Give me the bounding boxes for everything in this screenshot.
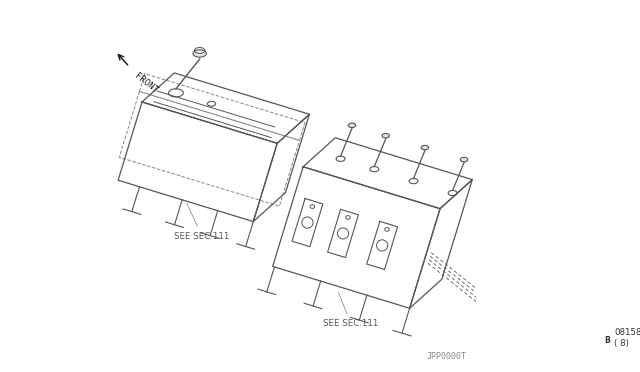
Text: 22433: 22433 — [0, 371, 1, 372]
Ellipse shape — [348, 123, 356, 128]
Ellipse shape — [460, 157, 468, 162]
Ellipse shape — [493, 312, 508, 321]
Text: SEE SEC.111: SEE SEC.111 — [323, 293, 379, 328]
Text: SEE SEC.111: SEE SEC.111 — [174, 203, 230, 241]
Text: B: B — [605, 336, 611, 345]
Text: 22401: 22401 — [0, 371, 1, 372]
Text: FRONT: FRONT — [133, 71, 160, 95]
Ellipse shape — [534, 328, 541, 333]
Ellipse shape — [382, 134, 390, 138]
Ellipse shape — [193, 50, 206, 57]
Text: JPP0000T: JPP0000T — [427, 352, 467, 361]
Text: 08158-62033
( 8): 08158-62033 ( 8) — [614, 328, 640, 349]
Ellipse shape — [421, 145, 429, 150]
